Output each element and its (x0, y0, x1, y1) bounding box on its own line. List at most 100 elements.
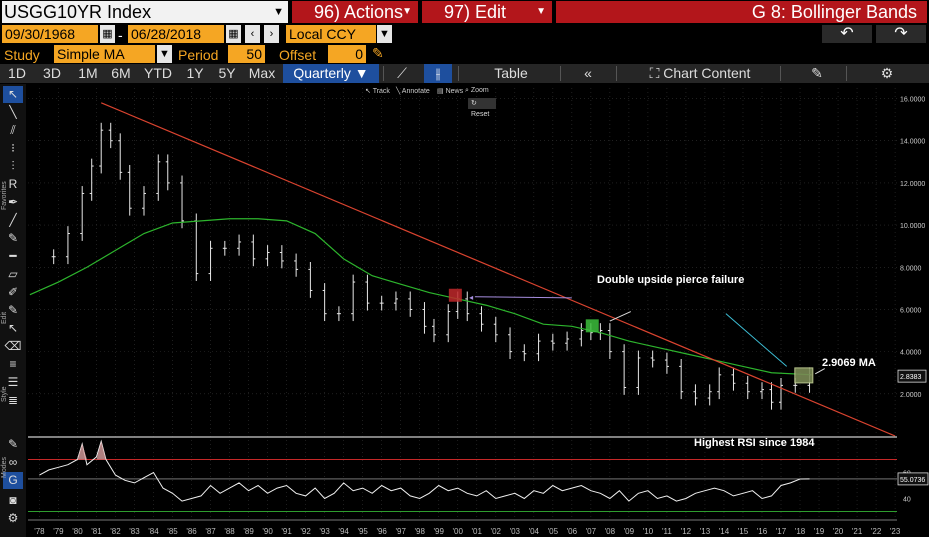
x-tick-label: '82 (110, 527, 121, 536)
price-chart[interactable]: '78 '79 '80 '81 '82 '83 '84 '85 '86 '87 '88 '89 '90 '… (26, 84, 929, 537)
mode-tool-5[interactable]: ⚙ (3, 510, 23, 527)
reset-label: Reset (471, 111, 490, 118)
calendar-icon[interactable]: ▦ (226, 25, 241, 43)
offset-field[interactable]: 0 (328, 45, 366, 63)
g-icon: G (8, 473, 18, 487)
trend-line (100, 102, 896, 437)
calendar-icon[interactable]: ▦ (100, 25, 115, 43)
modes-label: Modes (1, 456, 8, 478)
table-button[interactable]: Table (494, 65, 528, 81)
divider (458, 66, 459, 81)
edit-menu[interactable]: 97) Edit ▼ (422, 1, 552, 23)
tab-5y[interactable]: 5Y (218, 65, 236, 81)
annotate-label: Annotate (401, 88, 430, 95)
chevron-down-icon[interactable]: ▼ (377, 25, 392, 43)
settings-button[interactable]: ⚙ (876, 64, 898, 83)
x-tick-label: '20 (833, 527, 844, 536)
fibonacci-icon: ⁝ (11, 141, 15, 155)
zoom-button[interactable]: ⌕ Zoom (465, 87, 489, 94)
x-tick-label: '97 (395, 527, 406, 536)
currency-field[interactable]: Local CCY (286, 25, 376, 43)
line-style-icon: ≣ (7, 393, 19, 407)
select-tool[interactable]: ↖ (3, 320, 23, 337)
ruler-tool[interactable]: R (3, 176, 23, 193)
undo-button[interactable]: ↶ (822, 25, 872, 43)
tab-6m[interactable]: 6M (111, 65, 131, 81)
tab-ytd[interactable]: YTD (144, 65, 172, 81)
x-tick-label: '94 (338, 527, 349, 536)
text-tool[interactable]: ✎ (3, 302, 23, 319)
annotate-button[interactable]: ╲ Annotate (396, 88, 430, 95)
hline-tool[interactable]: ━ (3, 248, 23, 265)
chart-content-button[interactable]: ⛶ Chart Content (640, 64, 760, 83)
frequency-dropdown[interactable]: Quarterly ▼ (283, 64, 379, 83)
bars-tool[interactable]: ⫶ (3, 158, 23, 175)
parallel-tool[interactable]: ⫽ (3, 122, 23, 139)
mode-tool-4[interactable]: ◙ (3, 492, 23, 509)
style-tool-3[interactable]: ≣ (3, 392, 23, 409)
mode-tool-1[interactable]: ✎ (3, 436, 23, 453)
link-icon: ∞ (8, 455, 18, 469)
reset-button[interactable]: ↻ Reset (468, 98, 496, 118)
fib-tool[interactable]: ⁝ (3, 140, 23, 157)
zoom-label: Zoom (470, 87, 489, 94)
x-tick-label: '92 (300, 527, 311, 536)
collapse-button[interactable]: « (584, 65, 592, 81)
edit-chart-button[interactable]: ✎ (806, 64, 828, 83)
tab-3d[interactable]: 3D (43, 65, 61, 81)
channel-tool[interactable]: ▱ (3, 266, 23, 283)
pen-tool[interactable]: ✒ (3, 194, 23, 211)
marker-tool[interactable]: ✎ (3, 230, 23, 247)
x-tick-label: '91 (281, 527, 292, 536)
undo-icon: ↶ (840, 25, 854, 42)
x-tick-label: '81 (91, 527, 102, 536)
chevron-down-icon[interactable]: ▼ (273, 6, 284, 18)
mode-tool-3[interactable]: G (3, 472, 23, 489)
redo-icon: ↷ (894, 25, 908, 42)
date-bar: 09/30/1968 ▦ - 06/28/2018 ▦ ‹ › Local CC… (0, 24, 929, 44)
edit-chart-icon: ✎ (811, 65, 823, 81)
chevron-right-icon[interactable]: › (264, 25, 279, 43)
draw-tool[interactable]: ✐ (3, 284, 23, 301)
redo-button[interactable]: ↷ (876, 25, 926, 43)
style-tool-1[interactable]: ≡ (3, 356, 23, 373)
ticker-field[interactable]: USGG10YR Index ▼ (2, 1, 288, 23)
study-bar: Study Simple MA ▼ Period 50 Offset 0 ✎ (0, 44, 929, 64)
study-field[interactable]: Simple MA (54, 45, 155, 63)
bar-chart-button[interactable]: ⫲ (424, 64, 452, 83)
y-tick-label: 2.0000 (900, 392, 922, 399)
tab-1y[interactable]: 1Y (186, 65, 204, 81)
range-tabs: 1D 3D 1M 6M YTD 1Y 5Y Max Quarterly ▼ ⟋ … (0, 64, 929, 83)
chevron-down-icon[interactable]: ▼ (157, 45, 172, 63)
chevron-left-icon[interactable]: ‹ (245, 25, 260, 43)
tab-max[interactable]: Max (248, 65, 276, 81)
tab-1d[interactable]: 1D (8, 65, 26, 81)
arrow-line-cyan (725, 313, 788, 367)
horizontal-line-icon: ━ (9, 249, 17, 263)
actions-menu[interactable]: 96) Actions ▼ (292, 1, 418, 23)
line-tool[interactable]: ╲ (3, 104, 23, 121)
x-tick-label: '02 (491, 527, 502, 536)
cursor-tool[interactable]: ↖ (3, 86, 23, 103)
tab-1m[interactable]: 1M (78, 65, 98, 81)
end-date-field[interactable]: 06/28/2018 (128, 25, 224, 43)
parallel-lines-icon: ⫽ (10, 123, 16, 137)
period-field[interactable]: 50 (228, 45, 265, 63)
y-tick-label: 10.0000 (900, 223, 925, 230)
news-button[interactable]: ▤ News (437, 88, 464, 95)
divider (780, 66, 781, 81)
start-date-field[interactable]: 09/30/1968 (2, 25, 98, 43)
mode-tool-2[interactable]: ∞ (3, 454, 23, 471)
pencil-icon[interactable]: ✎ (372, 45, 384, 61)
brush-tool[interactable]: ╱ (3, 212, 23, 229)
x-tick-label: '14 (719, 527, 730, 536)
annotation-double-pierce: Double upside pierce failure (597, 274, 744, 286)
divider (383, 66, 384, 81)
y-tick-label: 14.0000 (900, 139, 925, 146)
actions-label: 96) Actions (314, 2, 404, 22)
delete-tool[interactable]: ⌫ (3, 338, 23, 355)
track-button[interactable]: ↖ Track (365, 88, 390, 95)
line-chart-button[interactable]: ⟋ (388, 64, 416, 83)
style-tool-2[interactable]: ☰ (3, 374, 23, 391)
x-tick-label: '00 (453, 527, 464, 536)
